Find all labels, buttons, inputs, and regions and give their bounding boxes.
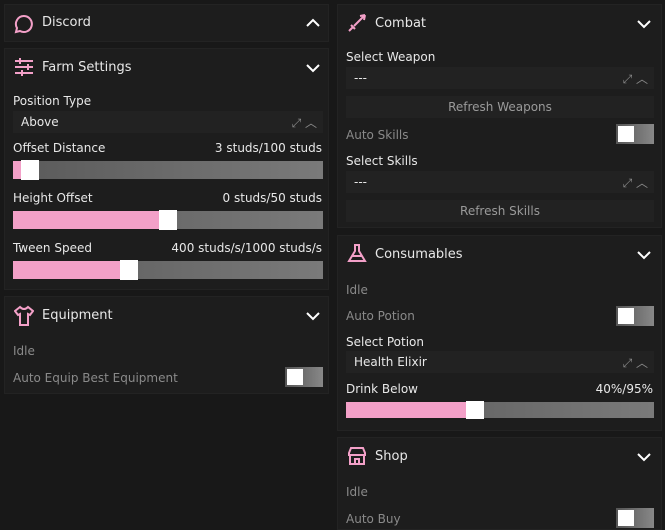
label: Select Potion — [346, 335, 424, 349]
icon — [14, 14, 33, 34]
toggle[interactable] — [285, 367, 323, 387]
icon — [348, 447, 366, 465]
value: --- — [354, 71, 367, 85]
icons: ⤢ ︿ — [291, 116, 317, 130]
fill — [13, 211, 161, 229]
value: --- — [354, 175, 367, 189]
label: Offset Distance — [13, 141, 106, 155]
title: Equipment — [42, 308, 113, 323]
thumb[interactable] — [466, 401, 484, 419]
icon — [348, 14, 366, 32]
dropdown[interactable]: Health Elixir ⤢ ︿ — [346, 351, 654, 373]
status: Idle — [346, 283, 368, 297]
icons: ⤢ ︿ — [622, 176, 648, 190]
slider[interactable] — [346, 401, 654, 419]
value: 400 studs/s/1000 studs/s — [171, 241, 322, 255]
value: Above — [21, 115, 59, 129]
title: Discord — [42, 15, 91, 30]
value: 3 studs/100 studs — [214, 141, 322, 155]
label: Auto Buy — [346, 512, 401, 526]
chevron — [637, 251, 651, 260]
chevron — [306, 312, 320, 321]
button[interactable]: Refresh Skills — [346, 200, 654, 222]
icon — [347, 244, 367, 262]
dropdown[interactable]: --- ⤢ ︿ — [346, 67, 654, 89]
thumb[interactable] — [120, 260, 138, 280]
chevron — [637, 20, 651, 29]
icon — [15, 58, 33, 76]
farm-panel: Farm Settings Position Type Above ⤢ ︿ Off… — [4, 48, 329, 290]
equipment-panel: Equipment Idle Auto Equip Best Equipment — [4, 296, 329, 394]
label: Auto Potion — [346, 309, 415, 323]
shop-panel: Shop Idle Auto Buy — [337, 437, 662, 530]
label: Height Offset — [13, 191, 93, 205]
icons: ⤢ ︿ — [622, 356, 648, 370]
icon — [14, 305, 34, 326]
label: Position Type — [13, 94, 92, 108]
chevron — [306, 64, 320, 73]
chevron — [306, 18, 320, 27]
title: Shop — [375, 449, 408, 464]
title: Combat — [375, 16, 427, 31]
label: Drink Below — [346, 382, 418, 396]
discord-panel[interactable]: Discord — [4, 4, 329, 42]
thumb[interactable] — [21, 160, 39, 180]
status: Idle — [346, 485, 368, 499]
fill — [13, 261, 123, 279]
toggle[interactable] — [616, 508, 654, 528]
fill — [13, 161, 23, 179]
value: 0 studs/50 studs — [222, 191, 322, 205]
label: Select Weapon — [346, 50, 436, 64]
label: Auto Skills — [346, 128, 409, 142]
consumables-panel: Consumables Idle Auto Potion Select Poti… — [337, 235, 662, 431]
combat-panel: Combat Select Weapon --- ⤢ ︿ Refresh Weap… — [337, 4, 662, 228]
status: Idle — [13, 344, 35, 358]
value: 40%/95% — [595, 382, 653, 396]
dropdown[interactable]: --- ⤢ ︿ — [346, 171, 654, 193]
toggle[interactable] — [616, 124, 654, 144]
label: Tween Speed — [13, 241, 92, 255]
slider[interactable] — [13, 210, 323, 230]
button[interactable]: Refresh Weapons — [346, 96, 654, 118]
value: Health Elixir — [354, 355, 427, 369]
label: Auto Equip Best Equipment — [13, 371, 178, 385]
dropdown[interactable]: Above ⤢ ︿ — [13, 111, 323, 133]
label: Select Skills — [346, 154, 418, 168]
icons: ⤢ ︿ — [622, 72, 648, 86]
slider[interactable] — [13, 160, 323, 180]
fill — [346, 402, 470, 418]
toggle[interactable] — [616, 306, 654, 326]
title: Consumables — [375, 247, 463, 262]
slider[interactable] — [13, 260, 323, 280]
chevron — [637, 453, 651, 462]
thumb[interactable] — [159, 210, 177, 230]
title: Farm Settings — [42, 60, 132, 75]
